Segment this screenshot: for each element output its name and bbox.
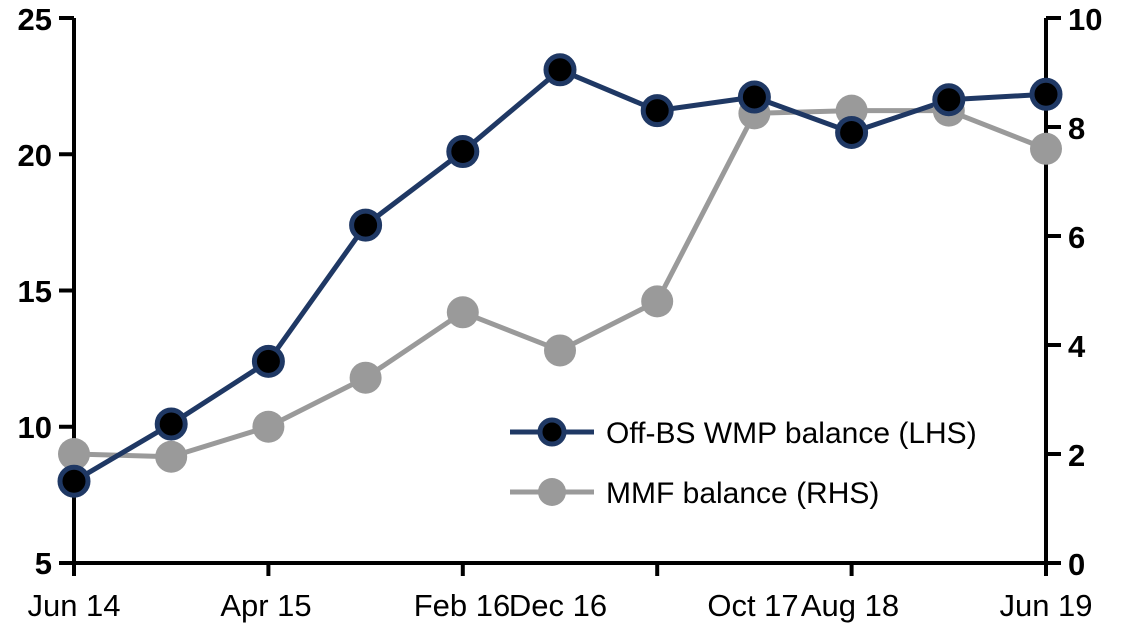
data-point-mmf-0[interactable] [58,438,90,470]
y-right-tick-label-2: 2 [1068,438,1086,473]
data-point-mmf-10[interactable] [1030,132,1062,165]
data-point-mmf-1[interactable] [155,440,188,473]
data-point-mmf-2[interactable] [252,410,285,443]
data-point-off-bs-wmp-5[interactable] [543,53,577,87]
series-line-mmf [71,108,1049,460]
data-point-mmf-4[interactable] [446,296,479,329]
data-point-off-bs-wmp-4[interactable] [446,135,480,169]
y-left-tick-label-5: 5 [34,546,52,581]
x-tick-label-apr-15: Apr 15 [220,588,312,623]
data-point-off-bs-wmp-9[interactable] [932,83,966,117]
y-left-tick-label-25: 25 [17,2,52,37]
data-point-off-bs-wmp-0[interactable] [57,464,91,498]
series-group [57,53,1063,498]
data-point-off-bs-wmp-1[interactable] [154,407,188,441]
data-point-off-bs-wmp-2[interactable] [251,344,285,378]
legend-label-mmf: MMF balance (RHS) [606,477,880,510]
y-left-tick-label-10: 10 [17,410,52,445]
data-point-off-bs-wmp-8[interactable] [835,115,869,149]
legend-marks-group [510,417,594,506]
data-point-mmf-5[interactable] [544,334,576,367]
x-tick-label-dec-16: Dec 16 [508,588,608,623]
y-left-tick-label-20: 20 [17,138,52,173]
legend-label-off-bs-wmp: Off-BS WMP balance (LHS) [606,417,977,450]
x-tick-label-feb-16: Feb 16 [413,588,511,623]
x-tick-label-aug-18: Aug 18 [800,588,900,623]
data-point-off-bs-wmp-7[interactable] [737,80,771,114]
legend-marker-off-bs-wmp [537,417,567,447]
y-left-tick-label-15: 15 [17,274,52,309]
legend-marker-mmf [538,478,566,506]
x-tick-label-oct-17: Oct 17 [707,588,799,623]
x-tick-label-jun-19: Jun 19 [999,588,1093,623]
x-tick-label-jun-14: Jun 14 [27,588,121,623]
data-point-off-bs-wmp-10[interactable] [1029,77,1063,111]
data-point-off-bs-wmp-3[interactable] [349,208,383,242]
y-right-tick-label-0: 0 [1068,547,1086,582]
y-right-tick-label-10: 10 [1068,2,1103,37]
data-point-mmf-6[interactable] [641,285,674,318]
data-point-mmf-3[interactable] [349,361,382,394]
y-right-tick-label-8: 8 [1068,111,1086,146]
y-right-tick-label-6: 6 [1068,220,1086,255]
data-point-off-bs-wmp-6[interactable] [640,94,674,128]
y-right-tick-label-4: 4 [1068,329,1086,364]
